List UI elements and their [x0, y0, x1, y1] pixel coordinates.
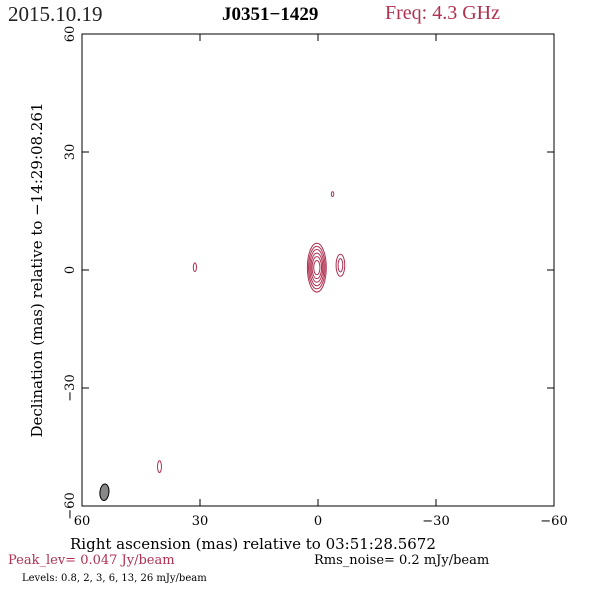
x-tick-label: −30	[422, 514, 449, 529]
x-tick-label: 30	[192, 514, 209, 529]
contour-line	[309, 249, 325, 287]
x-tick-label: 60	[74, 514, 91, 529]
contour-line	[311, 256, 323, 280]
contour-line	[330, 191, 335, 197]
x-tick-label: −60	[540, 514, 567, 529]
y-tick-label: 60	[63, 26, 78, 43]
frequency-label: Freq: 4.3 GHz	[385, 2, 500, 24]
contour-line	[308, 245, 326, 290]
x-axis-label: Right ascension (mas) relative to 03:51:…	[70, 535, 436, 553]
contour-line	[157, 460, 162, 474]
source-name: J0351−1429	[222, 4, 319, 25]
y-tick-label: −60	[63, 492, 78, 519]
peak-level: Peak_lev= 0.047 Jy/beam	[8, 553, 175, 568]
contour-line	[335, 253, 346, 277]
y-axis-label: Declination (mas) relative to −14:29:08.…	[28, 102, 46, 438]
plot-frame	[81, 33, 555, 507]
contour-levels: Levels: 0.8, 2, 3, 6, 13, 26 mJy/beam	[22, 573, 207, 584]
x-tick-label: 0	[314, 514, 322, 529]
contour-line	[306, 242, 327, 293]
y-tick-label: 0	[63, 266, 78, 274]
beam-ellipse	[99, 483, 110, 501]
rms-noise: Rms_noise= 0.2 mJy/beam	[314, 553, 490, 568]
contour-line	[310, 252, 324, 283]
contour-line	[192, 262, 197, 273]
y-tick-label: 30	[63, 144, 78, 161]
y-tick-label: −30	[63, 374, 78, 401]
observation-date: 2015.10.19	[8, 2, 103, 26]
contour-line	[337, 258, 344, 273]
contour-line	[313, 260, 321, 276]
